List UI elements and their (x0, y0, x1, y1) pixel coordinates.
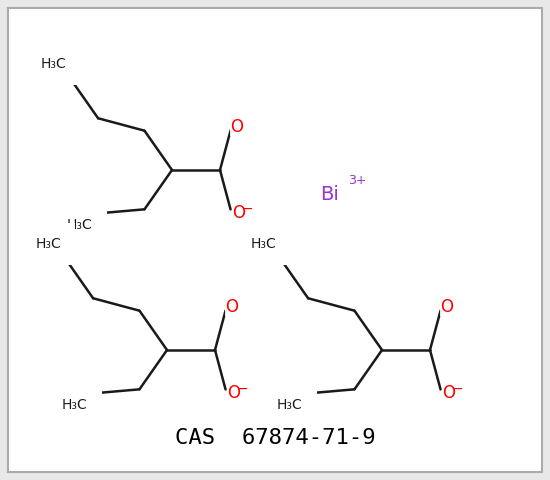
Text: H₃C: H₃C (36, 237, 62, 251)
Text: −: − (241, 202, 253, 216)
Text: H₃C: H₃C (277, 397, 302, 411)
Text: H₃C: H₃C (41, 57, 67, 71)
Text: O: O (442, 384, 455, 402)
Text: O: O (440, 298, 453, 315)
Text: O: O (227, 384, 240, 402)
Text: −: − (236, 382, 248, 396)
Text: 3+: 3+ (348, 173, 366, 187)
Text: H₃C: H₃C (251, 237, 277, 251)
Text: H₃C: H₃C (67, 217, 92, 231)
Text: −: − (451, 382, 463, 396)
Text: Bi: Bi (321, 185, 339, 204)
Text: O: O (232, 204, 245, 222)
Text: CAS  67874-71-9: CAS 67874-71-9 (175, 428, 375, 448)
Text: O: O (225, 298, 238, 315)
Text: O: O (230, 118, 243, 135)
Text: H₃C: H₃C (62, 397, 87, 411)
